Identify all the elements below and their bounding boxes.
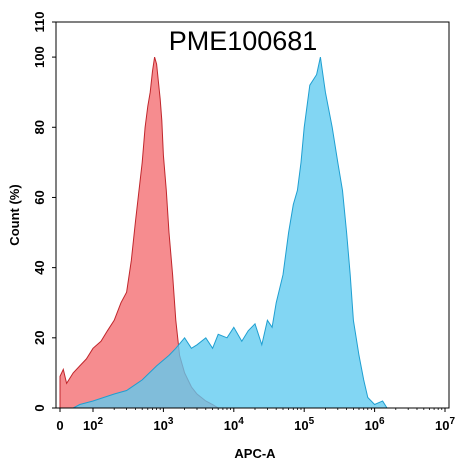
series-layer [59,56,388,409]
x-tick-label: 107 [435,416,455,433]
series-2-area [72,56,388,409]
y-tick-label: 100 [32,46,47,68]
y-tick-label: 60 [32,190,47,204]
plot-frame [55,21,450,409]
y-tick-label: 110 [32,12,47,33]
x-axis-ticks: 0102103104105106107108 [56,408,455,433]
x-axis-label: APC-A [234,446,276,461]
chart-title: PME100681 [169,26,318,56]
x-tick-label: 0 [56,418,63,433]
x-tick-label: 106 [365,416,385,433]
x-tick-label: 102 [83,416,103,433]
y-tick-label: 20 [32,331,47,345]
y-axis-label: Count (%) [7,184,22,245]
y-axis-ticks: 0 20 40 60 80 100 110 [32,12,56,412]
y-tick-label: 0 [32,404,47,411]
y-tick-label: 80 [32,120,47,134]
x-tick-label: 104 [224,416,244,433]
x-tick-label: 105 [294,416,314,433]
x-tick-label: 103 [153,416,173,433]
y-tick-label: 40 [32,260,47,274]
